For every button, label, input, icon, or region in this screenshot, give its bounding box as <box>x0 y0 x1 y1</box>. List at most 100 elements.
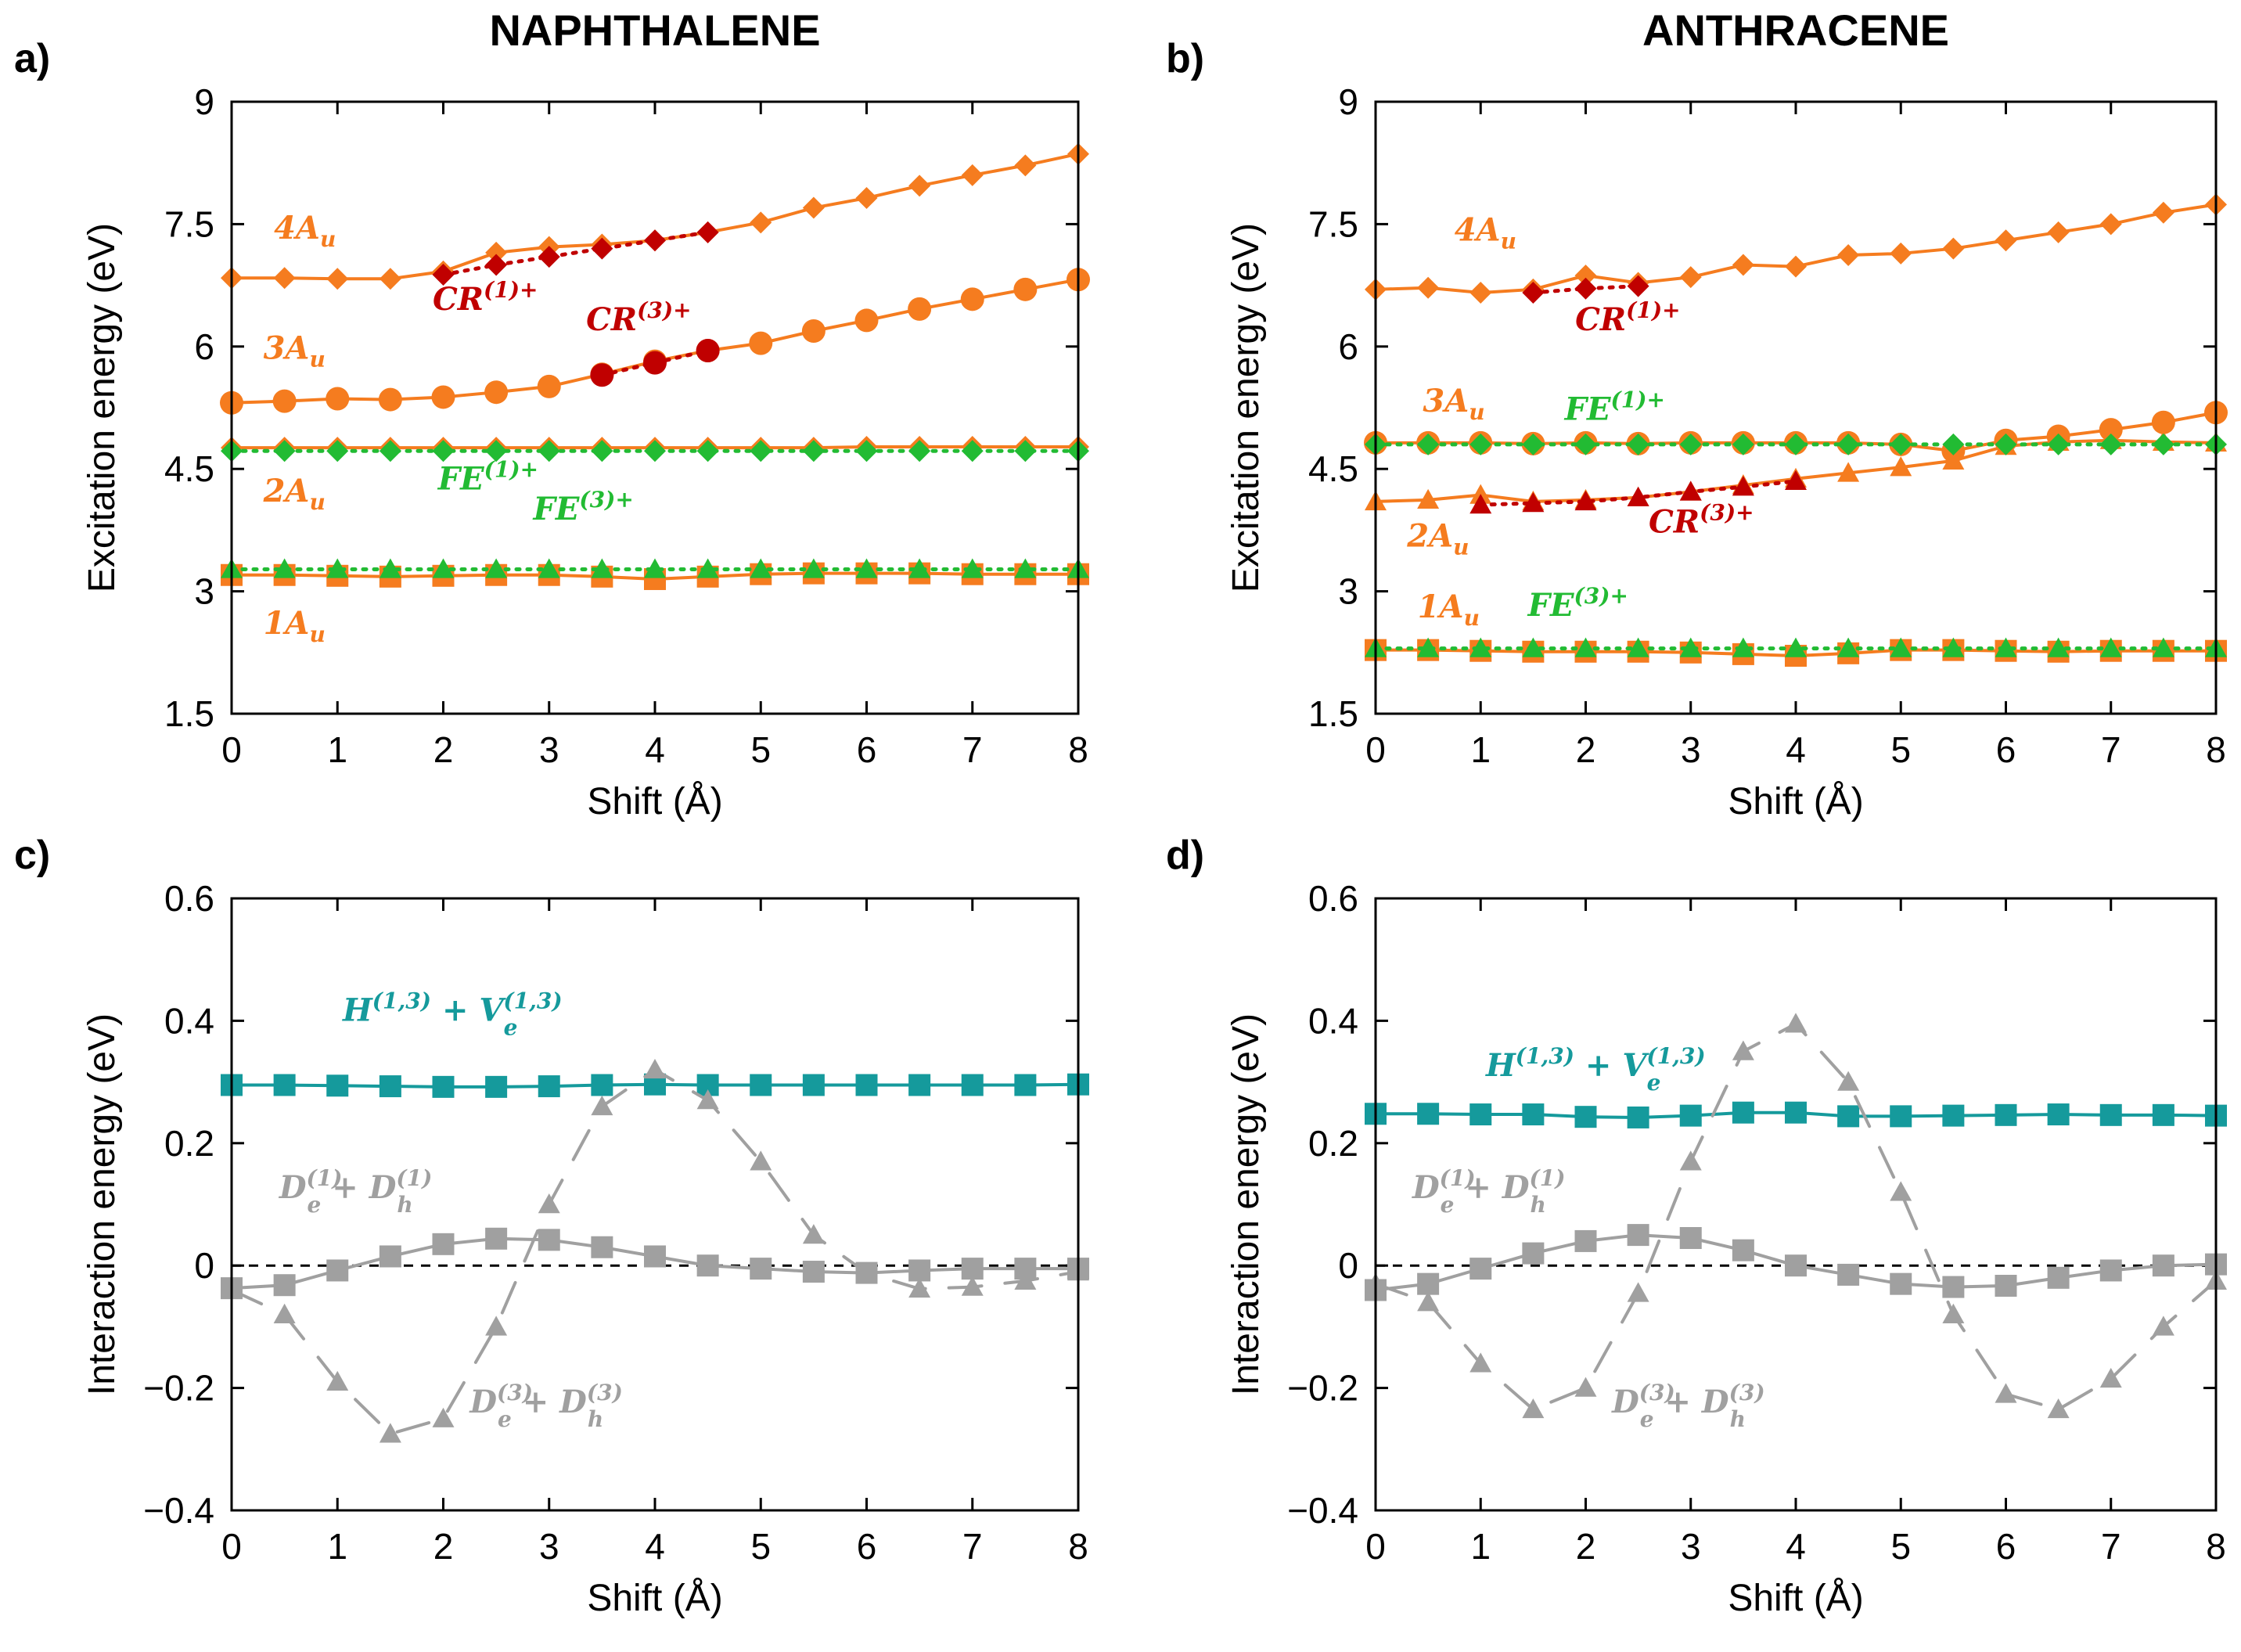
x-tick-label: 3 <box>539 1526 559 1567</box>
data-point <box>696 558 719 578</box>
data-point <box>696 339 720 363</box>
x-tick-label: 1 <box>1470 729 1491 770</box>
data-point <box>1574 490 1597 511</box>
data-point <box>2099 637 2122 657</box>
data-point <box>1785 1254 1807 1277</box>
annotation-cr: CR(1)+ <box>433 277 538 318</box>
data-point <box>1417 276 1440 299</box>
x-tick-label: 3 <box>539 729 559 770</box>
data-point <box>1679 1227 1702 1250</box>
data-point <box>1732 254 1754 276</box>
annotation-fe: FE(1)+ <box>1564 387 1665 428</box>
data-point <box>379 558 401 578</box>
data-point <box>1732 637 1754 657</box>
data-point <box>1627 275 1649 297</box>
x-axis-label: Shift (Å) <box>587 781 722 822</box>
data-point <box>750 558 772 578</box>
data-point <box>802 196 825 219</box>
data-point <box>2099 1367 2122 1388</box>
data-point <box>326 1370 349 1391</box>
annotation-d: D(1) e + D(1) h <box>1412 1165 1566 1218</box>
data-point <box>1942 1104 1965 1127</box>
data-point <box>1469 1103 1492 1126</box>
y-tick-label: 7.5 <box>1308 203 1358 244</box>
data-point <box>1732 476 1754 496</box>
data-point <box>2047 1266 2070 1289</box>
data-point <box>908 440 931 462</box>
panel-c: c) 0 1 2 3 4 5 6 7 8 −0.4 −0.2 0 0.2 0.4 0.6 Shift (Å) In… <box>14 833 1089 1619</box>
data-point <box>485 1227 508 1250</box>
series-cr-1- <box>432 221 719 286</box>
annotation-d: D(1) e + D(1) h <box>279 1165 433 1218</box>
y-tick-label: 0 <box>194 1245 214 1286</box>
data-point <box>326 1074 349 1097</box>
data-point <box>1417 1103 1440 1125</box>
data-point <box>1995 1383 2017 1403</box>
x-tick-label: 7 <box>962 729 983 770</box>
data-point <box>1014 1074 1037 1096</box>
data-point <box>1732 433 1754 455</box>
data-point <box>961 1258 984 1280</box>
data-point <box>591 1074 613 1096</box>
data-point <box>326 1259 349 1282</box>
annotation-3a: 3Au <box>1423 383 1484 425</box>
y-axis-label: Excitation energy (eV) <box>81 223 123 592</box>
x-tick-label: 1 <box>1470 1526 1491 1567</box>
data-point <box>538 1229 560 1251</box>
x-tick-label: 4 <box>645 729 665 770</box>
annotation-2a: 2Au <box>1406 517 1469 560</box>
series-fe-3- <box>221 558 1089 578</box>
annotation-fe: FE(3)+ <box>1527 583 1628 624</box>
data-point <box>644 229 666 252</box>
data-point <box>273 1074 296 1096</box>
data-point <box>908 1074 931 1096</box>
data-point <box>2099 418 2123 442</box>
x-tick-label: 6 <box>1996 1526 2016 1567</box>
y-tick-label: 0.6 <box>1308 878 1358 919</box>
series-de-3-dh-3- <box>1365 1013 2227 1419</box>
data-point <box>1627 1282 1649 1302</box>
data-point <box>537 374 561 398</box>
series-cr-3- <box>1469 470 1807 514</box>
data-point <box>1679 433 1702 455</box>
series-h-1-3-ve-1-3- <box>1365 1101 2227 1128</box>
data-point <box>696 440 719 462</box>
data-point <box>1417 637 1440 657</box>
data-point <box>1627 486 1649 506</box>
x-tick-label: 8 <box>2206 1526 2226 1567</box>
annotation-4a: 4Au <box>1455 211 1516 254</box>
data-point <box>1995 229 2017 252</box>
annotation-2a: 2Au <box>263 473 326 515</box>
data-point <box>1679 1104 1702 1127</box>
data-point <box>485 1315 508 1336</box>
y-tick-label: 9 <box>1338 81 1358 122</box>
y-tick-label: 0.4 <box>1308 1000 1358 1041</box>
data-point <box>961 164 984 186</box>
plot-frame <box>230 897 1080 1512</box>
data-point <box>960 287 984 311</box>
data-point <box>1837 244 1860 267</box>
data-point <box>854 308 879 333</box>
data-point <box>484 380 509 405</box>
data-point <box>379 268 401 290</box>
data-point <box>590 363 614 387</box>
panel-label: a) <box>14 36 50 81</box>
data-point <box>2099 213 2122 236</box>
data-point <box>961 440 984 462</box>
data-point <box>1942 1303 1965 1323</box>
data-point <box>1837 1071 1860 1091</box>
data-point <box>1522 281 1545 304</box>
x-axis-label: Shift (Å) <box>1728 781 1863 822</box>
data-point <box>1785 1013 1807 1033</box>
panel-title: ANTHRACENE <box>1642 5 1949 55</box>
data-point <box>1837 433 1860 455</box>
data-point <box>2152 433 2174 455</box>
series-4au <box>1365 193 2227 304</box>
data-point <box>1013 277 1038 301</box>
data-point <box>1679 480 1702 501</box>
annotation-cr: CR(3)+ <box>586 297 692 338</box>
data-point <box>326 268 349 290</box>
data-point <box>1469 433 1492 455</box>
y-tick-label: −0.4 <box>143 1490 214 1531</box>
